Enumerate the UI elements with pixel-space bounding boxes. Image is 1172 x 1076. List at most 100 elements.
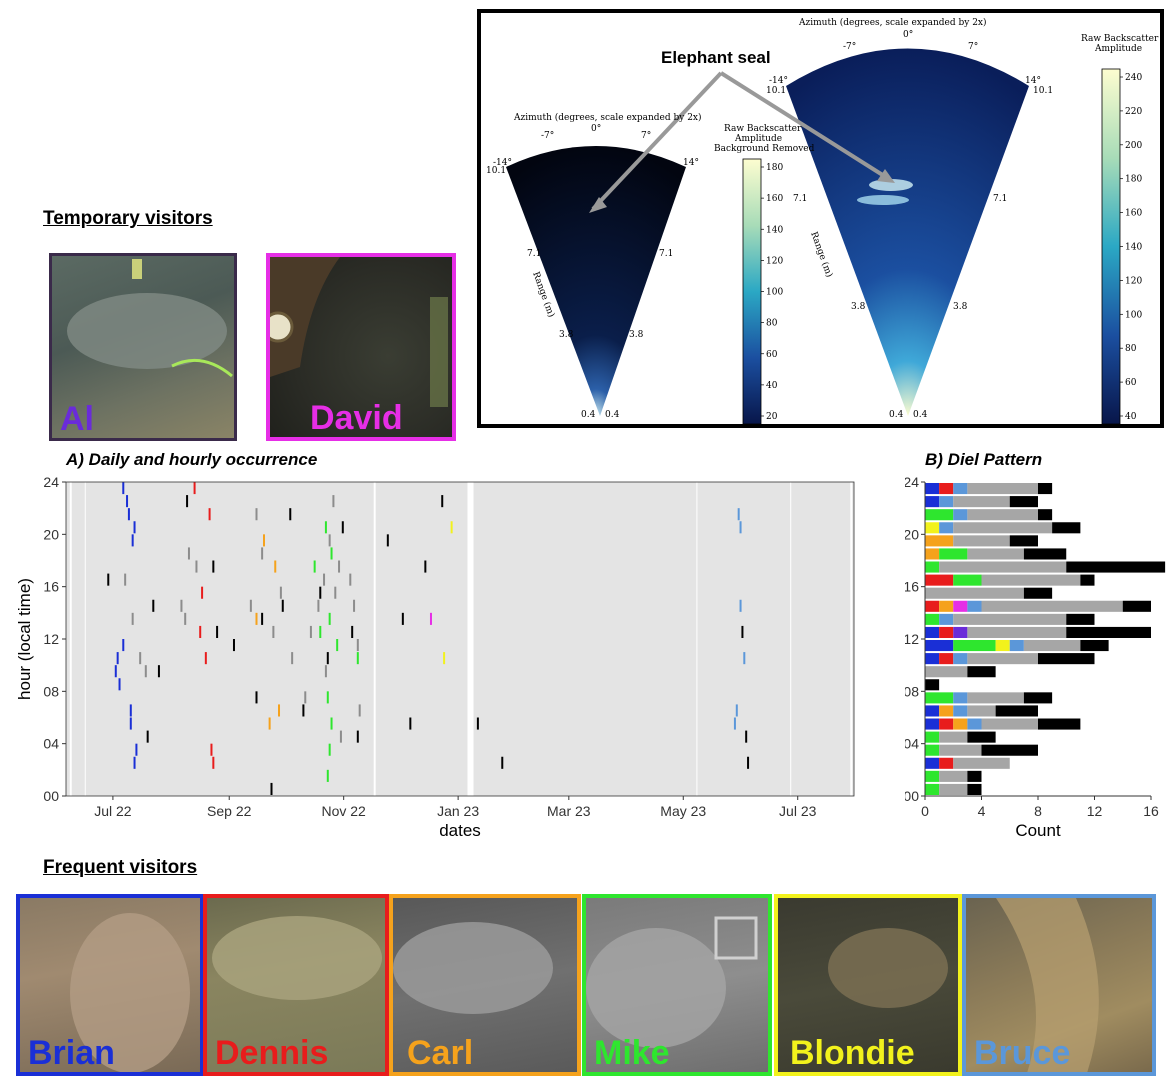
right-range-tick-0b: 10.1 (1033, 86, 1053, 96)
left-cbar-title-0: Raw Backscatter (724, 124, 802, 134)
occurrence-mark-mike (356, 652, 359, 665)
occurrence-mark-unidentified (272, 625, 275, 638)
seal-silhouette-icon (70, 913, 190, 1072)
right-range-tick-3a: 0.4 (889, 410, 904, 420)
data-gap (69, 482, 72, 796)
occurrence-mark-unidentified (255, 508, 258, 521)
occurrence-mark-brian (118, 678, 121, 691)
seal-silhouette-icon (212, 916, 382, 1000)
visitor-name-brian: Brian (28, 1034, 115, 1072)
diel-bar-brian (925, 496, 940, 508)
left-cbar-title-1: Amplitude (734, 134, 782, 144)
occurrence-mark-unidentified (332, 495, 335, 508)
occurrence-mark-unknown (424, 560, 427, 573)
diel-bar-unknown (1009, 496, 1038, 508)
diel-bar-bruce (1009, 640, 1024, 652)
occurrence-mark-unknown (146, 730, 149, 743)
left-colorbar-tick-label: 40 (766, 381, 778, 391)
diel-bar-unknown (1122, 600, 1151, 612)
occurrence-mark-unidentified (124, 573, 127, 586)
seal-eye-icon (270, 257, 448, 407)
diel-bar-unknown (1066, 626, 1151, 638)
occurrence-mark-carl (263, 534, 265, 547)
x-tick-label: 0 (921, 803, 929, 819)
diel-bar-carl (925, 535, 954, 547)
sonar-panel: Elephant seal Azimuth (degrees, scale ex… (477, 9, 1164, 428)
diel-bar-bruce (967, 718, 982, 730)
left-colorbar-tick-label: 20 (766, 412, 778, 422)
diel-bar-unidentified (953, 496, 1010, 508)
data-gap (696, 482, 698, 796)
left-colorbar-tick-label: 60 (766, 350, 778, 360)
diel-bar-unknown (1038, 483, 1053, 495)
daily-hourly-occurrence-chart: 00 04 08 12 16 20 24 Jul 22 Sep 22 Nov 22 Jan 23 Ma… (15, 474, 855, 840)
right-cbar-title-0: Raw Backscatter (1081, 34, 1159, 44)
diel-bar-unknown (1009, 535, 1038, 547)
diel-bar-mike (925, 692, 954, 704)
photo-bruce: Bruce (962, 894, 1156, 1076)
diel-bar-brian (925, 640, 954, 652)
occurrence-mark-bruce (735, 704, 738, 717)
diel-bar-unidentified (925, 587, 1024, 599)
diel-bar-mike (953, 640, 996, 652)
diel-bar-unidentified (939, 783, 968, 795)
right-colorbar-tick-label: 140 (1125, 243, 1142, 253)
diel-bar-bruce (953, 483, 968, 495)
occurrence-mark-unknown (186, 495, 189, 508)
left-azimuth-label: Azimuth (degrees, scale expanded by 2x) (513, 112, 702, 123)
left-colorbar-tick-label: 80 (766, 319, 778, 329)
left-range-tick-1a: 7.1 (527, 249, 541, 259)
panel-a-title: A) Daily and hourly occurrence (66, 450, 318, 469)
occurrence-mark-unidentified (195, 560, 198, 573)
diel-bar-unidentified (953, 522, 1053, 534)
right-az-tick-4: 14° (1025, 76, 1041, 86)
occurrence-mark-brian (129, 704, 132, 717)
left-az-tick-1: -7° (541, 131, 554, 141)
visitor-name-dennis: Dennis (215, 1034, 329, 1072)
occurrence-mark-unidentified (323, 573, 326, 586)
right-az-tick-1: -7° (843, 42, 856, 52)
occurrence-mark-brian (133, 756, 136, 769)
diel-bar-mike (953, 574, 982, 586)
y-tick-label: 24 (43, 474, 59, 490)
visitor-name-mike: Mike (594, 1034, 670, 1072)
seal-silhouette-icon (828, 928, 948, 1008)
occurrence-mark-unknown (107, 573, 110, 586)
diel-bar-mike (925, 509, 954, 521)
occurrence-mark-unknown (386, 534, 389, 547)
occurrence-mark-unidentified (261, 547, 264, 560)
diel-bar-bruce (939, 496, 954, 508)
diel-bar-carl (939, 600, 954, 612)
occurrence-mark-carl (274, 560, 277, 573)
occurrence-mark-unknown (212, 560, 215, 573)
diel-bar-unknown (967, 770, 982, 782)
left-colorbar-tick-label: 100 (766, 288, 783, 298)
data-gap (790, 482, 792, 796)
diel-bar-mike (925, 744, 940, 756)
x-tick-label: 4 (978, 803, 986, 819)
left-range-tick-3b: 0.4 (605, 410, 620, 420)
left-colorbar-tick-label: 160 (766, 194, 783, 204)
visitor-name-carl: Carl (407, 1034, 474, 1072)
left-range-tick-3: 0.4 (581, 410, 596, 420)
data-gap (850, 482, 853, 796)
occurrence-mark-mike (328, 612, 331, 625)
diel-bar-blondie (995, 640, 1010, 652)
diel-bar-unknown (1023, 692, 1053, 704)
right-colorbar-tick-label: 160 (1125, 209, 1142, 219)
occurrence-mark-unidentified (180, 599, 183, 612)
diel-bar-carl (953, 718, 968, 730)
x-tick-label: Jul 22 (94, 803, 132, 819)
diel-bar-unidentified (925, 666, 968, 678)
diel-bar-dennis (925, 600, 940, 612)
temporary-visitors-heading: Temporary visitors (43, 208, 213, 229)
right-colorbar-tick-label: 120 (1125, 276, 1142, 286)
right-colorbar-tick-label: 60 (1125, 378, 1137, 388)
visitor-name-blondie: Blondie (790, 1034, 915, 1072)
occurrence-mark-brian (126, 495, 129, 508)
right-colorbar-tick-label: 220 (1125, 107, 1142, 117)
occurrence-mark-unidentified (304, 691, 307, 704)
occurrence-mark-dennis (204, 652, 207, 665)
occurrence-mark-mike (324, 521, 327, 534)
diel-bar-unidentified (939, 744, 982, 756)
